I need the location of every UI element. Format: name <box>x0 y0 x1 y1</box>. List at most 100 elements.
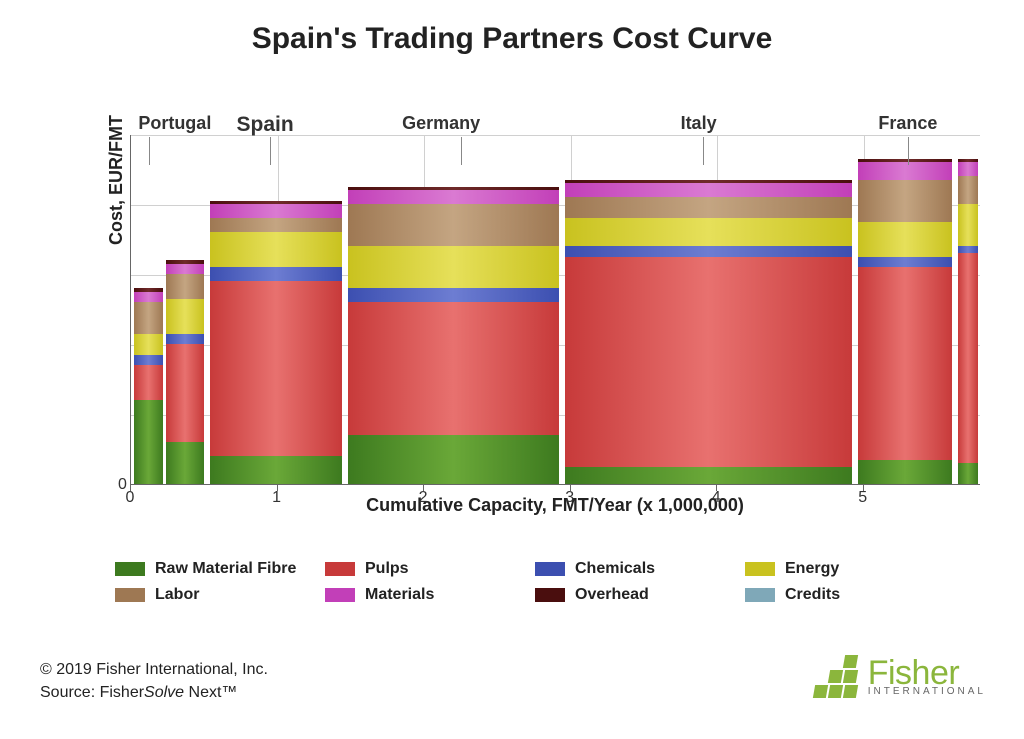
country-label: Portugal <box>138 113 211 134</box>
chart-title: Spain's Trading Partners Cost Curve <box>0 0 1024 56</box>
bar-segment-materials <box>565 183 852 197</box>
legend-item-raw: Raw Material Fibre <box>115 560 325 578</box>
bar-segment-chemicals <box>210 267 342 281</box>
y-axis-label: Cost, EUR/FMT <box>106 115 127 245</box>
x-tick-label: 2 <box>419 489 428 507</box>
bar-group <box>210 201 342 485</box>
country-label: France <box>878 113 937 134</box>
legend-label: Labor <box>155 586 199 604</box>
logo-tiles-icon <box>816 655 862 701</box>
country-label: Spain <box>237 113 294 137</box>
bar-segment-pulps <box>348 302 559 435</box>
plot-region: PortugalSpainGermanyItalyFrance <box>130 135 980 485</box>
country-tick <box>461 137 462 165</box>
x-tick-mark <box>570 485 571 491</box>
bar-segment-energy <box>348 246 559 288</box>
country-tick <box>149 137 150 165</box>
bar-segment-raw <box>134 400 163 484</box>
legend-swatch <box>745 588 775 602</box>
bar-segment-chemicals <box>565 246 852 257</box>
bar-segment-chemicals <box>134 355 163 366</box>
bar-segment-overhead <box>166 260 204 264</box>
x-tick-label: 0 <box>126 489 135 507</box>
bar-segment-materials <box>134 292 163 303</box>
bar-segment-overhead <box>134 288 163 292</box>
legend-label: Materials <box>365 586 434 604</box>
bar-segment-materials <box>858 162 952 180</box>
bar-segment-energy <box>210 232 342 267</box>
country-label: Germany <box>402 113 480 134</box>
fisher-logo: Fisher INTERNATIONAL <box>816 655 986 701</box>
country-label: Italy <box>681 113 717 134</box>
x-tick-mark <box>863 485 864 491</box>
legend-item-overhead: Overhead <box>535 586 745 604</box>
x-tick-mark <box>716 485 717 491</box>
footer: © 2019 Fisher International, Inc. Source… <box>40 659 268 704</box>
legend-item-pulps: Pulps <box>325 560 535 578</box>
bar-segment-chemicals <box>348 288 559 302</box>
bar-segment-raw <box>166 442 204 484</box>
bar-group <box>565 180 852 485</box>
bar-segment-materials <box>166 264 204 275</box>
bar-segment-materials <box>348 190 559 204</box>
legend-swatch <box>115 562 145 576</box>
legend-swatch <box>325 562 355 576</box>
bar-segment-labor <box>958 176 979 204</box>
country-tick <box>270 137 271 165</box>
bar-segment-overhead <box>210 201 342 205</box>
bar-segment-energy <box>134 334 163 355</box>
x-tick-mark <box>423 485 424 491</box>
bar-group <box>166 260 204 484</box>
bar-segment-chemicals <box>858 257 952 268</box>
legend-label: Credits <box>785 586 840 604</box>
bar-segment-labor <box>166 274 204 299</box>
bar-segment-energy <box>858 222 952 257</box>
bar-segment-overhead <box>565 180 852 184</box>
bar-segment-chemicals <box>958 246 979 253</box>
bar-segment-materials <box>958 162 979 176</box>
legend-label: Pulps <box>365 560 409 578</box>
chart-area: Cost, EUR/FMT PortugalSpainGermanyItalyF… <box>80 105 990 525</box>
bar-segment-labor <box>858 180 952 222</box>
country-tick <box>908 137 909 165</box>
bar-group <box>858 159 952 485</box>
x-tick-label: 4 <box>712 489 721 507</box>
bar-segment-pulps <box>210 281 342 456</box>
bar-segment-labor <box>565 197 852 218</box>
legend-swatch <box>745 562 775 576</box>
bar-segment-raw <box>958 463 979 484</box>
bar-segment-pulps <box>134 365 163 400</box>
bar-group <box>348 187 559 485</box>
legend-item-credits: Credits <box>745 586 955 604</box>
bar-segment-overhead <box>958 159 979 163</box>
bar-segment-pulps <box>565 257 852 467</box>
logo-text: Fisher INTERNATIONAL <box>868 659 986 696</box>
bar-segment-raw <box>858 460 952 485</box>
bar-segment-energy <box>958 204 979 246</box>
bar-segment-pulps <box>958 253 979 463</box>
legend-label: Energy <box>785 560 839 578</box>
bar-segment-pulps <box>166 344 204 442</box>
x-tick-label: 3 <box>565 489 574 507</box>
bar-segment-materials <box>210 204 342 218</box>
bar-segment-energy <box>565 218 852 246</box>
legend-item-energy: Energy <box>745 560 955 578</box>
x-tick-label: 5 <box>858 489 867 507</box>
legend-item-labor: Labor <box>115 586 325 604</box>
bar-segment-pulps <box>858 267 952 460</box>
bar-segment-raw <box>348 435 559 484</box>
legend-item-materials: Materials <box>325 586 535 604</box>
x-tick-mark <box>277 485 278 491</box>
bar-segment-labor <box>134 302 163 334</box>
bar-group <box>958 159 979 485</box>
bar-segment-labor <box>210 218 342 232</box>
bar-segment-raw <box>565 467 852 485</box>
legend-item-chemicals: Chemicals <box>535 560 745 578</box>
legend-label: Raw Material Fibre <box>155 560 296 578</box>
x-tick-label: 1 <box>272 489 281 507</box>
legend-swatch <box>325 588 355 602</box>
bar-segment-raw <box>210 456 342 484</box>
legend-label: Overhead <box>575 586 649 604</box>
country-tick <box>703 137 704 165</box>
legend-label: Chemicals <box>575 560 655 578</box>
